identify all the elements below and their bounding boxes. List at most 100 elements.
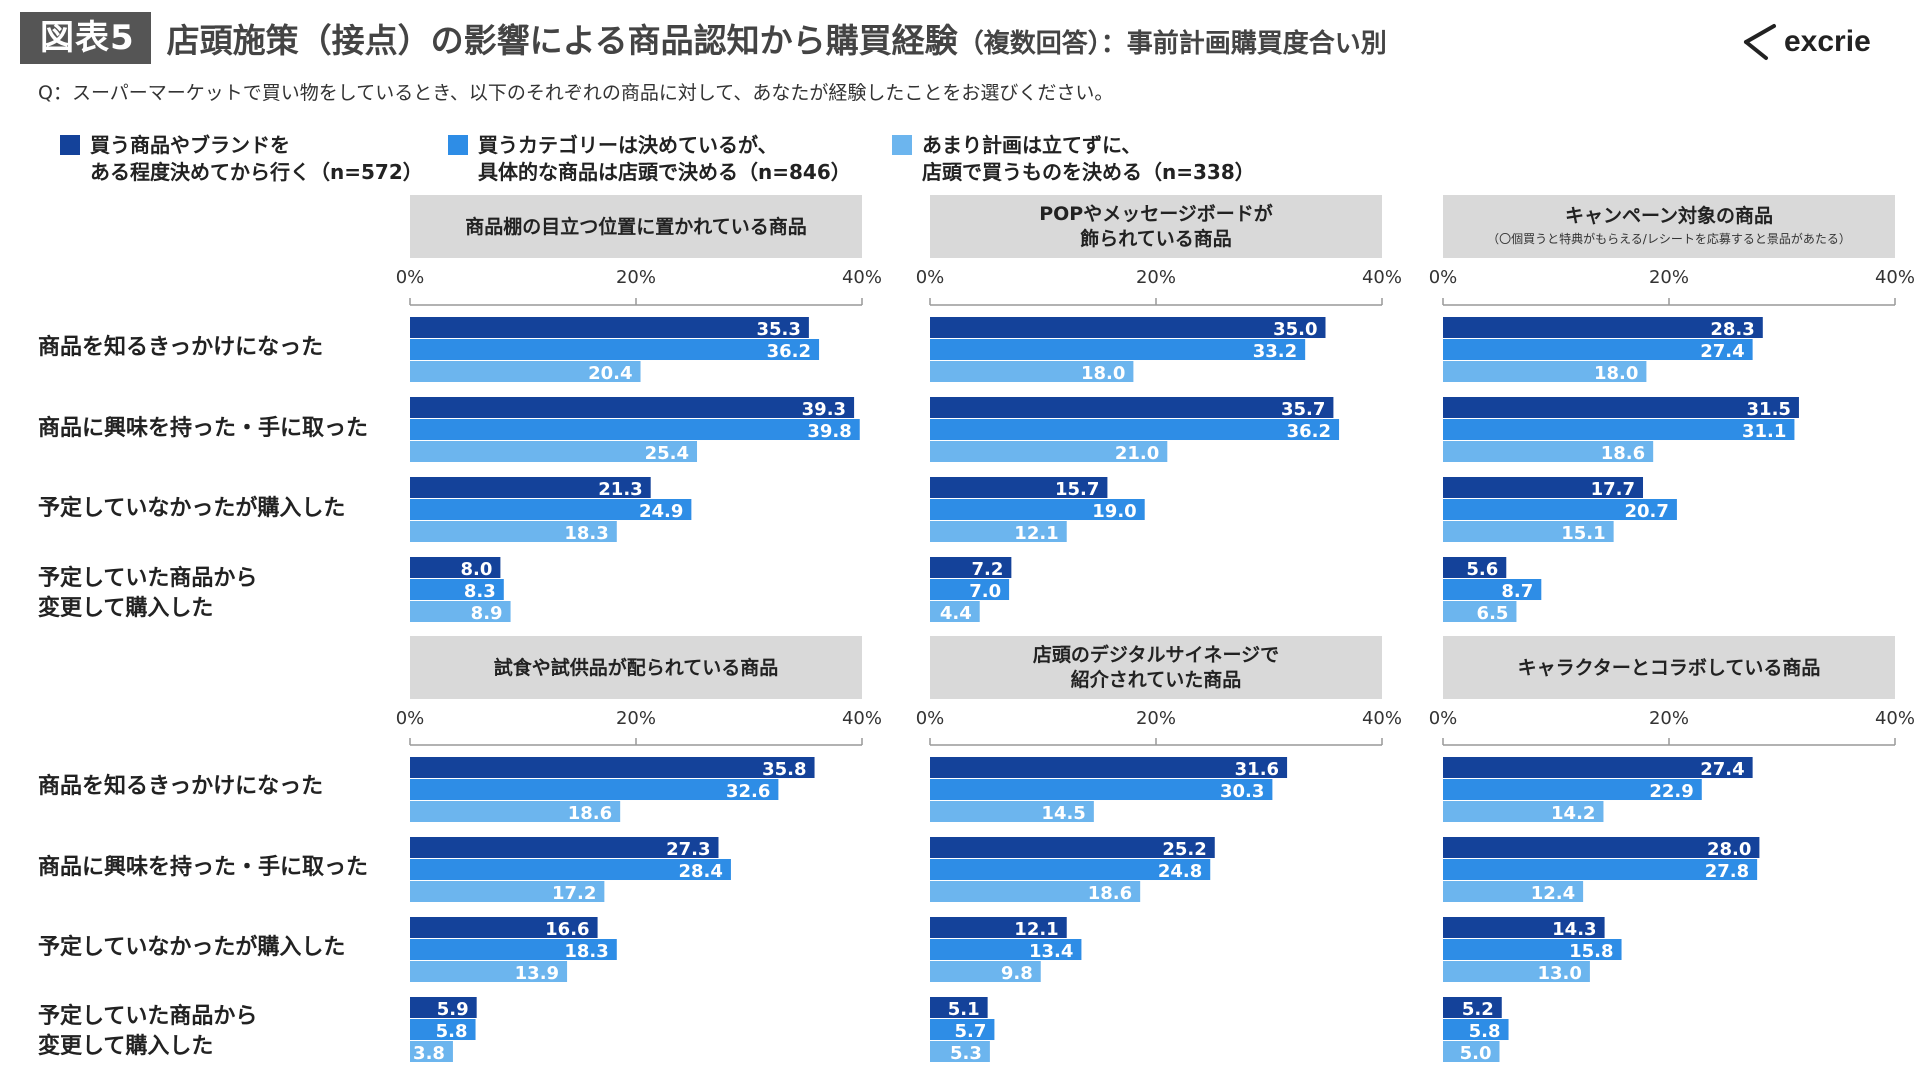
panel-title: 紹介されていた商品: [1071, 668, 1241, 691]
bar-series-2: [1443, 779, 1702, 800]
panel-header-background: [1443, 195, 1895, 258]
bar-series-3: [930, 881, 1141, 902]
bar-series-2: [1443, 419, 1795, 440]
bar-value-label: 27.4: [1700, 759, 1744, 780]
bar-series-2: [410, 939, 617, 960]
bar-series-3: [410, 801, 621, 822]
legend-swatch: [892, 135, 912, 155]
bar-series-3: [930, 361, 1134, 382]
bar-series-1: [930, 837, 1215, 858]
panel-header-background: [1443, 636, 1895, 699]
bar-series-3: [930, 961, 1041, 982]
bar-value-label: 15.1: [1561, 523, 1605, 544]
bar-value-label: 21.0: [1115, 443, 1159, 464]
bar-value-label: 25.4: [645, 443, 689, 464]
bar-value-label: 18.0: [1594, 363, 1638, 384]
row-label-switched: 予定していた商品から 変更して購入した: [38, 566, 258, 621]
bar-value-label: 18.0: [1081, 363, 1125, 384]
bar-value-label: 33.2: [1253, 341, 1297, 362]
bar-value-label: 20.7: [1624, 501, 1668, 522]
legend-label: 買うカテゴリーは決めているが、 具体的な商品は店頭で決める（n=846）: [478, 133, 851, 184]
bar-series-3: [930, 441, 1168, 462]
bar-value-label: 8.9: [471, 603, 503, 624]
bar-value-label: 31.6: [1235, 759, 1279, 780]
bar-value-label: 31.5: [1747, 399, 1791, 420]
bar-series-1: [1443, 837, 1760, 858]
x-tick-label: 20%: [1649, 708, 1689, 729]
x-tick-label: 20%: [1649, 267, 1689, 288]
bar-series-2: [1443, 859, 1758, 880]
bar-series-2: [930, 419, 1340, 440]
figure-title-sub: （複数回答）：事前計画購買度合い別: [957, 29, 1387, 59]
chart-panel-1: 商品棚の目立つ位置に置かれている商品 0% 20% 40% 35.336.2 20.4 39…: [396, 195, 882, 624]
brand-mark-icon: [1744, 24, 1776, 60]
panel-title: 飾られている商品: [1080, 227, 1231, 250]
bar-value-label: 18.6: [568, 803, 612, 824]
row-label-unplanned: 予定していなかったが購入した: [38, 935, 346, 960]
bar-value-label: 5.0: [1460, 1043, 1492, 1064]
legend-label: 買う商品やブランドを ある程度決めてから行く（n=572）: [90, 133, 423, 184]
bar-series-3: [410, 1041, 453, 1062]
bar-value-label: 14.2: [1551, 803, 1595, 824]
x-tick-label: 0%: [916, 708, 945, 729]
bar-series-3: [1443, 1041, 1500, 1062]
bar-series-1: [930, 397, 1334, 418]
bar-series-3: [410, 441, 698, 462]
bar-series-3: [1443, 801, 1604, 822]
bar-value-label: 4.4: [940, 603, 972, 624]
bar-value-label: 5.8: [1469, 1021, 1501, 1042]
bar-value-label: 8.3: [464, 581, 496, 602]
x-tick-label: 40%: [842, 708, 882, 729]
bar-series-3: [410, 361, 641, 382]
legend-label: あまり計画は立てずに、 店頭で買うものを決める（n=338）: [922, 133, 1255, 184]
bar-series-2: [930, 339, 1306, 360]
bar-series-1: [1443, 397, 1799, 418]
bar-series-1: [410, 397, 855, 418]
bar-value-label: 28.4: [678, 861, 722, 882]
bar-series-3: [410, 601, 511, 622]
bar-series-1: [410, 837, 719, 858]
bar-value-label: 35.8: [762, 759, 806, 780]
row-label-aware: 商品を知るきっかけになった: [38, 774, 324, 799]
bar-value-label: 32.6: [726, 781, 770, 802]
bar-value-label: 5.2: [1462, 999, 1494, 1020]
bar-series-3: [1443, 961, 1590, 982]
bar-series-1: [1443, 317, 1763, 338]
bar-value-label: 25.2: [1162, 839, 1206, 860]
bar-value-label: 13.0: [1537, 963, 1581, 984]
bar-value-label: 3.8: [413, 1043, 445, 1064]
bar-series-2: [930, 939, 1082, 960]
bar-series-3: [1443, 361, 1647, 382]
bar-series-3: [410, 961, 568, 982]
legend-swatch: [60, 135, 80, 155]
bar-series-1: [410, 557, 501, 578]
row-label-interest: 商品に興味を持った・手に取った: [38, 416, 369, 441]
bar-series-2: [1443, 339, 1753, 360]
bar-series-2: [410, 1019, 476, 1040]
bar-series-2: [410, 779, 779, 800]
bar-series-2: [1443, 579, 1542, 600]
row-label-aware: 商品を知るきっかけになった: [38, 335, 324, 360]
x-tick-label: 40%: [1875, 267, 1915, 288]
panel-title: 店頭のデジタルサイネージで: [1033, 643, 1279, 666]
bar-value-label: 5.3: [950, 1043, 982, 1064]
bar-value-label: 8.7: [1501, 581, 1533, 602]
bar-series-2: [410, 579, 504, 600]
bar-value-label: 15.8: [1569, 941, 1613, 962]
bar-value-label: 8.0: [461, 559, 493, 580]
bar-series-1: [930, 997, 988, 1018]
bar-value-label: 12.1: [1014, 919, 1058, 940]
bar-value-label: 24.8: [1158, 861, 1202, 882]
bar-series-3: [1443, 881, 1584, 902]
bar-value-label: 18.6: [1088, 883, 1132, 904]
chart-panel-3: キャンペーン対象の商品 （〇個買うと特典がもらえる/レシートを応募すると景品があた…: [1429, 195, 1915, 624]
figure-badge: 図表5: [20, 12, 151, 64]
x-tick-label: 40%: [1362, 708, 1402, 729]
bar-value-label: 35.7: [1281, 399, 1325, 420]
bar-series-3: [410, 881, 605, 902]
bar-value-label: 22.9: [1649, 781, 1693, 802]
bar-series-2: [1443, 1019, 1509, 1040]
bar-value-label: 30.3: [1220, 781, 1264, 802]
x-tick-label: 40%: [1362, 267, 1402, 288]
